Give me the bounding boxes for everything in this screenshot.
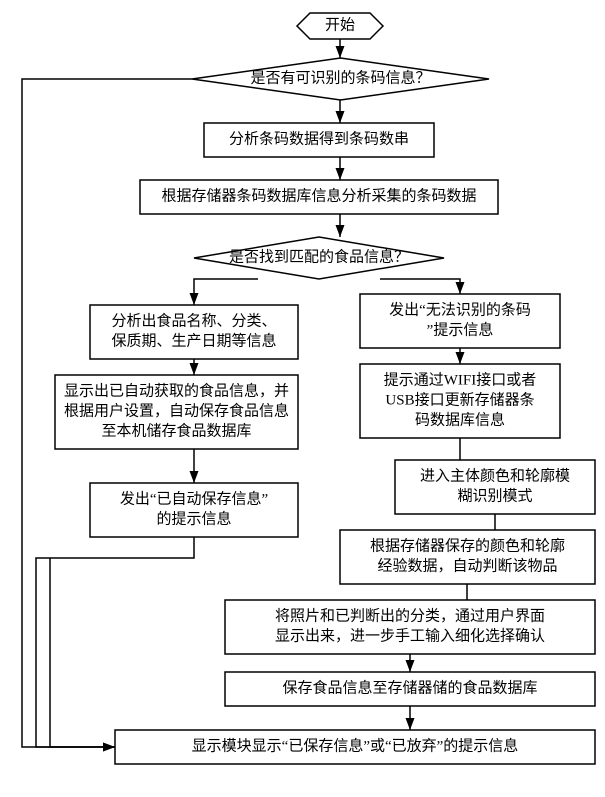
svg-text:码数据库信息: 码数据库信息 (415, 411, 505, 428)
svg-text:”提示信息: ”提示信息 (427, 321, 494, 338)
svg-text:至本机储存食品数据库: 至本机储存食品数据库 (101, 422, 251, 439)
svg-text:根据存储器保存的颜色和轮廓: 根据存储器保存的颜色和轮廓 (370, 537, 565, 554)
svg-text:显示出已自动获取的食品信息，并: 显示出已自动获取的食品信息，并 (64, 382, 289, 399)
svg-text:发出“已自动保存信息”: 发出“已自动保存信息” (120, 490, 268, 507)
svg-text:分析出食品名称、分类、: 分析出食品名称、分类、 (111, 312, 276, 329)
svg-text:是否有可识别的条码信息？: 是否有可识别的条码信息？ (250, 69, 430, 86)
svg-text:分析条码数据得到条码数串: 分析条码数据得到条码数串 (229, 130, 409, 147)
svg-text:提示通过WIFI接口或者: 提示通过WIFI接口或者 (384, 371, 537, 388)
svg-text:开始: 开始 (325, 16, 355, 33)
svg-text:根据用户设置，自动保存食品信息: 根据用户设置，自动保存食品信息 (64, 402, 289, 419)
svg-text:将照片和已判断出的分类，通过用户界面: 将照片和已判断出的分类，通过用户界面 (275, 607, 545, 624)
svg-text:USB接口更新存储器条: USB接口更新存储器条 (385, 391, 534, 408)
svg-text:的提示信息: 的提示信息 (156, 510, 231, 527)
svg-text:是否找到匹配的食品信息？: 是否找到匹配的食品信息？ (229, 248, 409, 265)
svg-text:进入主体颜色和轮廓模: 进入主体颜色和轮廓模 (420, 467, 570, 484)
svg-text:保存食品信息至存储器储的食品数据库: 保存食品信息至存储器储的食品数据库 (282, 679, 537, 696)
svg-text:显示出来，进一步手工输入细化选择确认: 显示出来，进一步手工输入细化选择确认 (275, 627, 545, 644)
svg-text:保质期、生产日期等信息: 保质期、生产日期等信息 (111, 331, 276, 349)
svg-text:经验数据，自动判断该物品: 经验数据，自动判断该物品 (377, 557, 557, 574)
svg-text:糊识别模式: 糊识别模式 (457, 487, 532, 504)
svg-text:显示模块显示“已保存信息”或“已放弃”的提示信息: 显示模块显示“已保存信息”或“已放弃”的提示信息 (192, 737, 519, 754)
svg-text:发出“无法识别的条码: 发出“无法识别的条码 (389, 301, 531, 318)
svg-text:根据存储器条码数据库信息分析采集的条码数据: 根据存储器条码数据库信息分析采集的条码数据 (161, 187, 476, 204)
